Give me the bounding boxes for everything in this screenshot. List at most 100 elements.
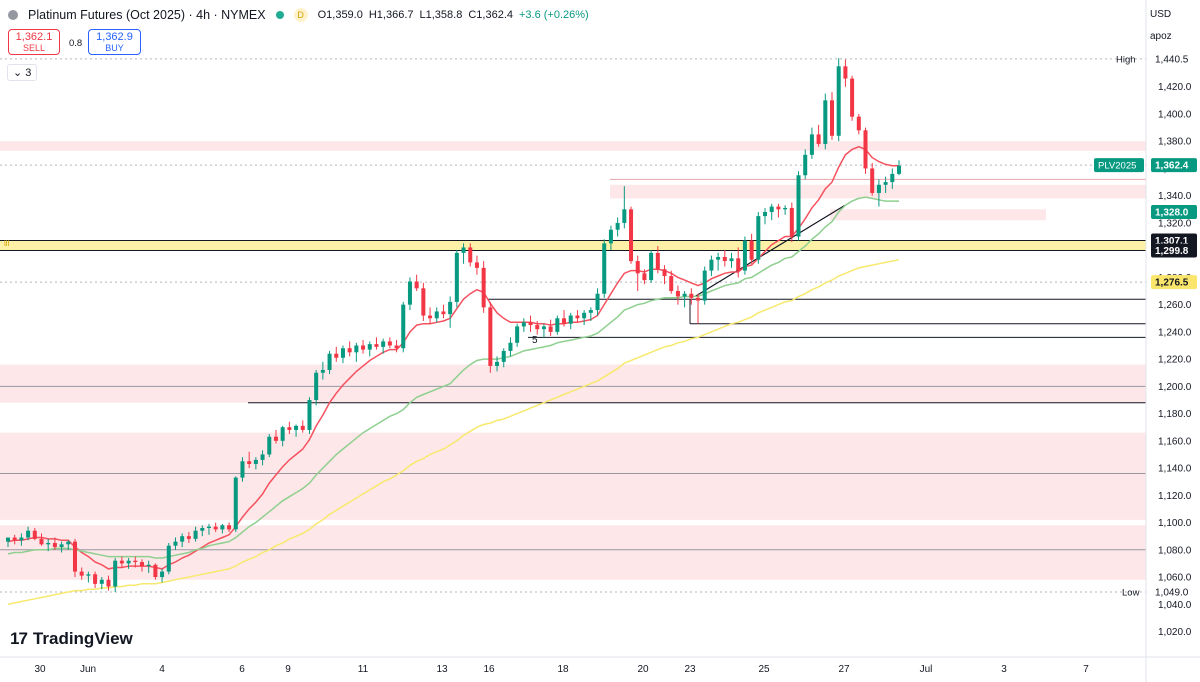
- indicators-toggle[interactable]: ⌄ 3: [7, 64, 38, 81]
- candle: [273, 429, 278, 444]
- candle-body: [454, 252, 459, 302]
- candle-body: [273, 436, 278, 441]
- candle-body: [816, 134, 821, 144]
- candle-body: [314, 372, 319, 400]
- candle-body: [488, 307, 493, 366]
- price-tag: Low: [1122, 588, 1140, 599]
- price-tag-bg: [1094, 158, 1144, 173]
- candle: [809, 127, 814, 159]
- candle-body: [655, 252, 660, 270]
- candle-body: [79, 571, 84, 576]
- supply-demand-zone: [830, 209, 1046, 221]
- candle-body: [166, 545, 171, 572]
- market-status-icon: [275, 11, 284, 19]
- candle-body: [280, 427, 285, 441]
- candle-body: [46, 542, 51, 545]
- annotation-label: ill: [4, 239, 10, 248]
- candle: [72, 538, 78, 578]
- candle-body: [186, 536, 191, 539]
- candle: [870, 163, 875, 196]
- sell-button[interactable]: 1,362.1 SELL: [8, 29, 60, 55]
- y-tick-label: 1,180.0: [1158, 409, 1192, 420]
- candle-body: [709, 259, 714, 271]
- price-label: 1,299.8: [1155, 246, 1189, 257]
- candle-body: [535, 325, 540, 330]
- candle-body: [66, 541, 71, 545]
- candle-body: [501, 350, 506, 362]
- y-tick-label: 1,220.0: [1158, 355, 1192, 366]
- candle-body: [508, 342, 513, 351]
- candle: [240, 457, 245, 482]
- candle-body: [568, 315, 573, 324]
- candle: [749, 233, 754, 264]
- candle-body: [783, 207, 788, 210]
- candle: [448, 296, 453, 328]
- candle-body: [829, 100, 835, 136]
- price-label-bg: [1151, 585, 1197, 600]
- low-value: L1,358.8: [419, 9, 463, 21]
- change-value: +3.6 (+0.26%): [519, 9, 589, 21]
- candle-body: [267, 436, 272, 455]
- candle: [32, 527, 37, 541]
- candle: [555, 315, 560, 335]
- y-tick-label: 1,160.0: [1158, 436, 1192, 447]
- candle: [387, 337, 392, 349]
- candle: [66, 540, 71, 550]
- candle-body: [548, 326, 553, 332]
- candle-body: [622, 209, 627, 223]
- candle-body: [434, 311, 439, 319]
- candle: [776, 203, 781, 218]
- candle-body: [521, 322, 526, 327]
- x-tick-label: 13: [436, 664, 448, 675]
- price-label: 1,049.0: [1155, 588, 1189, 599]
- symbol-title[interactable]: Platinum Futures (Oct 2025) · 4h · NYMEX: [28, 8, 266, 22]
- price-label-bg: [1151, 51, 1197, 66]
- candle-body: [421, 288, 426, 316]
- ohlc-readout: O1,359.0 H1,366.7 L1,358.8 C1,362.4 +3.6 (+0…: [318, 9, 595, 21]
- tradingview-logo[interactable]: 17 TradingView: [10, 629, 133, 649]
- highlight-band: [0, 240, 1146, 251]
- candle: [515, 323, 520, 347]
- candle: [883, 176, 888, 193]
- candle: [662, 265, 667, 285]
- candle-body: [240, 461, 245, 478]
- candle: [629, 206, 634, 264]
- trend-line: [694, 204, 846, 297]
- candle: [521, 318, 526, 332]
- y-tick-label: 1,240.0: [1158, 327, 1192, 338]
- indicator-count: 3: [25, 67, 32, 79]
- candle-body: [742, 240, 747, 271]
- ema-line-3: [7, 258, 900, 606]
- candle-body: [649, 252, 654, 281]
- candle-body: [696, 297, 701, 301]
- candle: [655, 246, 660, 274]
- candle-body: [227, 525, 232, 530]
- candle: [186, 532, 191, 543]
- candle: [890, 168, 895, 189]
- candle-body: [495, 361, 500, 366]
- candle: [294, 424, 299, 437]
- currency-selector[interactable]: USD: [1150, 9, 1172, 20]
- chart-header: Platinum Futures (Oct 2025) · 4h · NYMEX…: [0, 0, 595, 30]
- candle: [180, 533, 185, 548]
- candle-body: [233, 477, 238, 530]
- candle-body: [307, 399, 312, 430]
- supply-demand-zone: [0, 525, 1146, 580]
- x-tick-label: 30: [34, 664, 46, 675]
- candle: [816, 124, 821, 147]
- candle: [481, 261, 486, 313]
- candle: [488, 301, 493, 373]
- candle: [59, 541, 64, 553]
- tv-logo-icon: 17: [10, 629, 28, 648]
- candle: [52, 537, 57, 550]
- candle-body: [776, 206, 781, 210]
- buy-button[interactable]: 1,362.9 BUY: [88, 29, 141, 55]
- x-tick-label: 27: [838, 664, 850, 675]
- candle: [340, 345, 345, 364]
- candle-body: [662, 269, 667, 277]
- candle: [46, 538, 51, 552]
- x-tick-label: 23: [684, 664, 696, 675]
- candle-body: [843, 66, 848, 79]
- candle-body: [26, 530, 31, 538]
